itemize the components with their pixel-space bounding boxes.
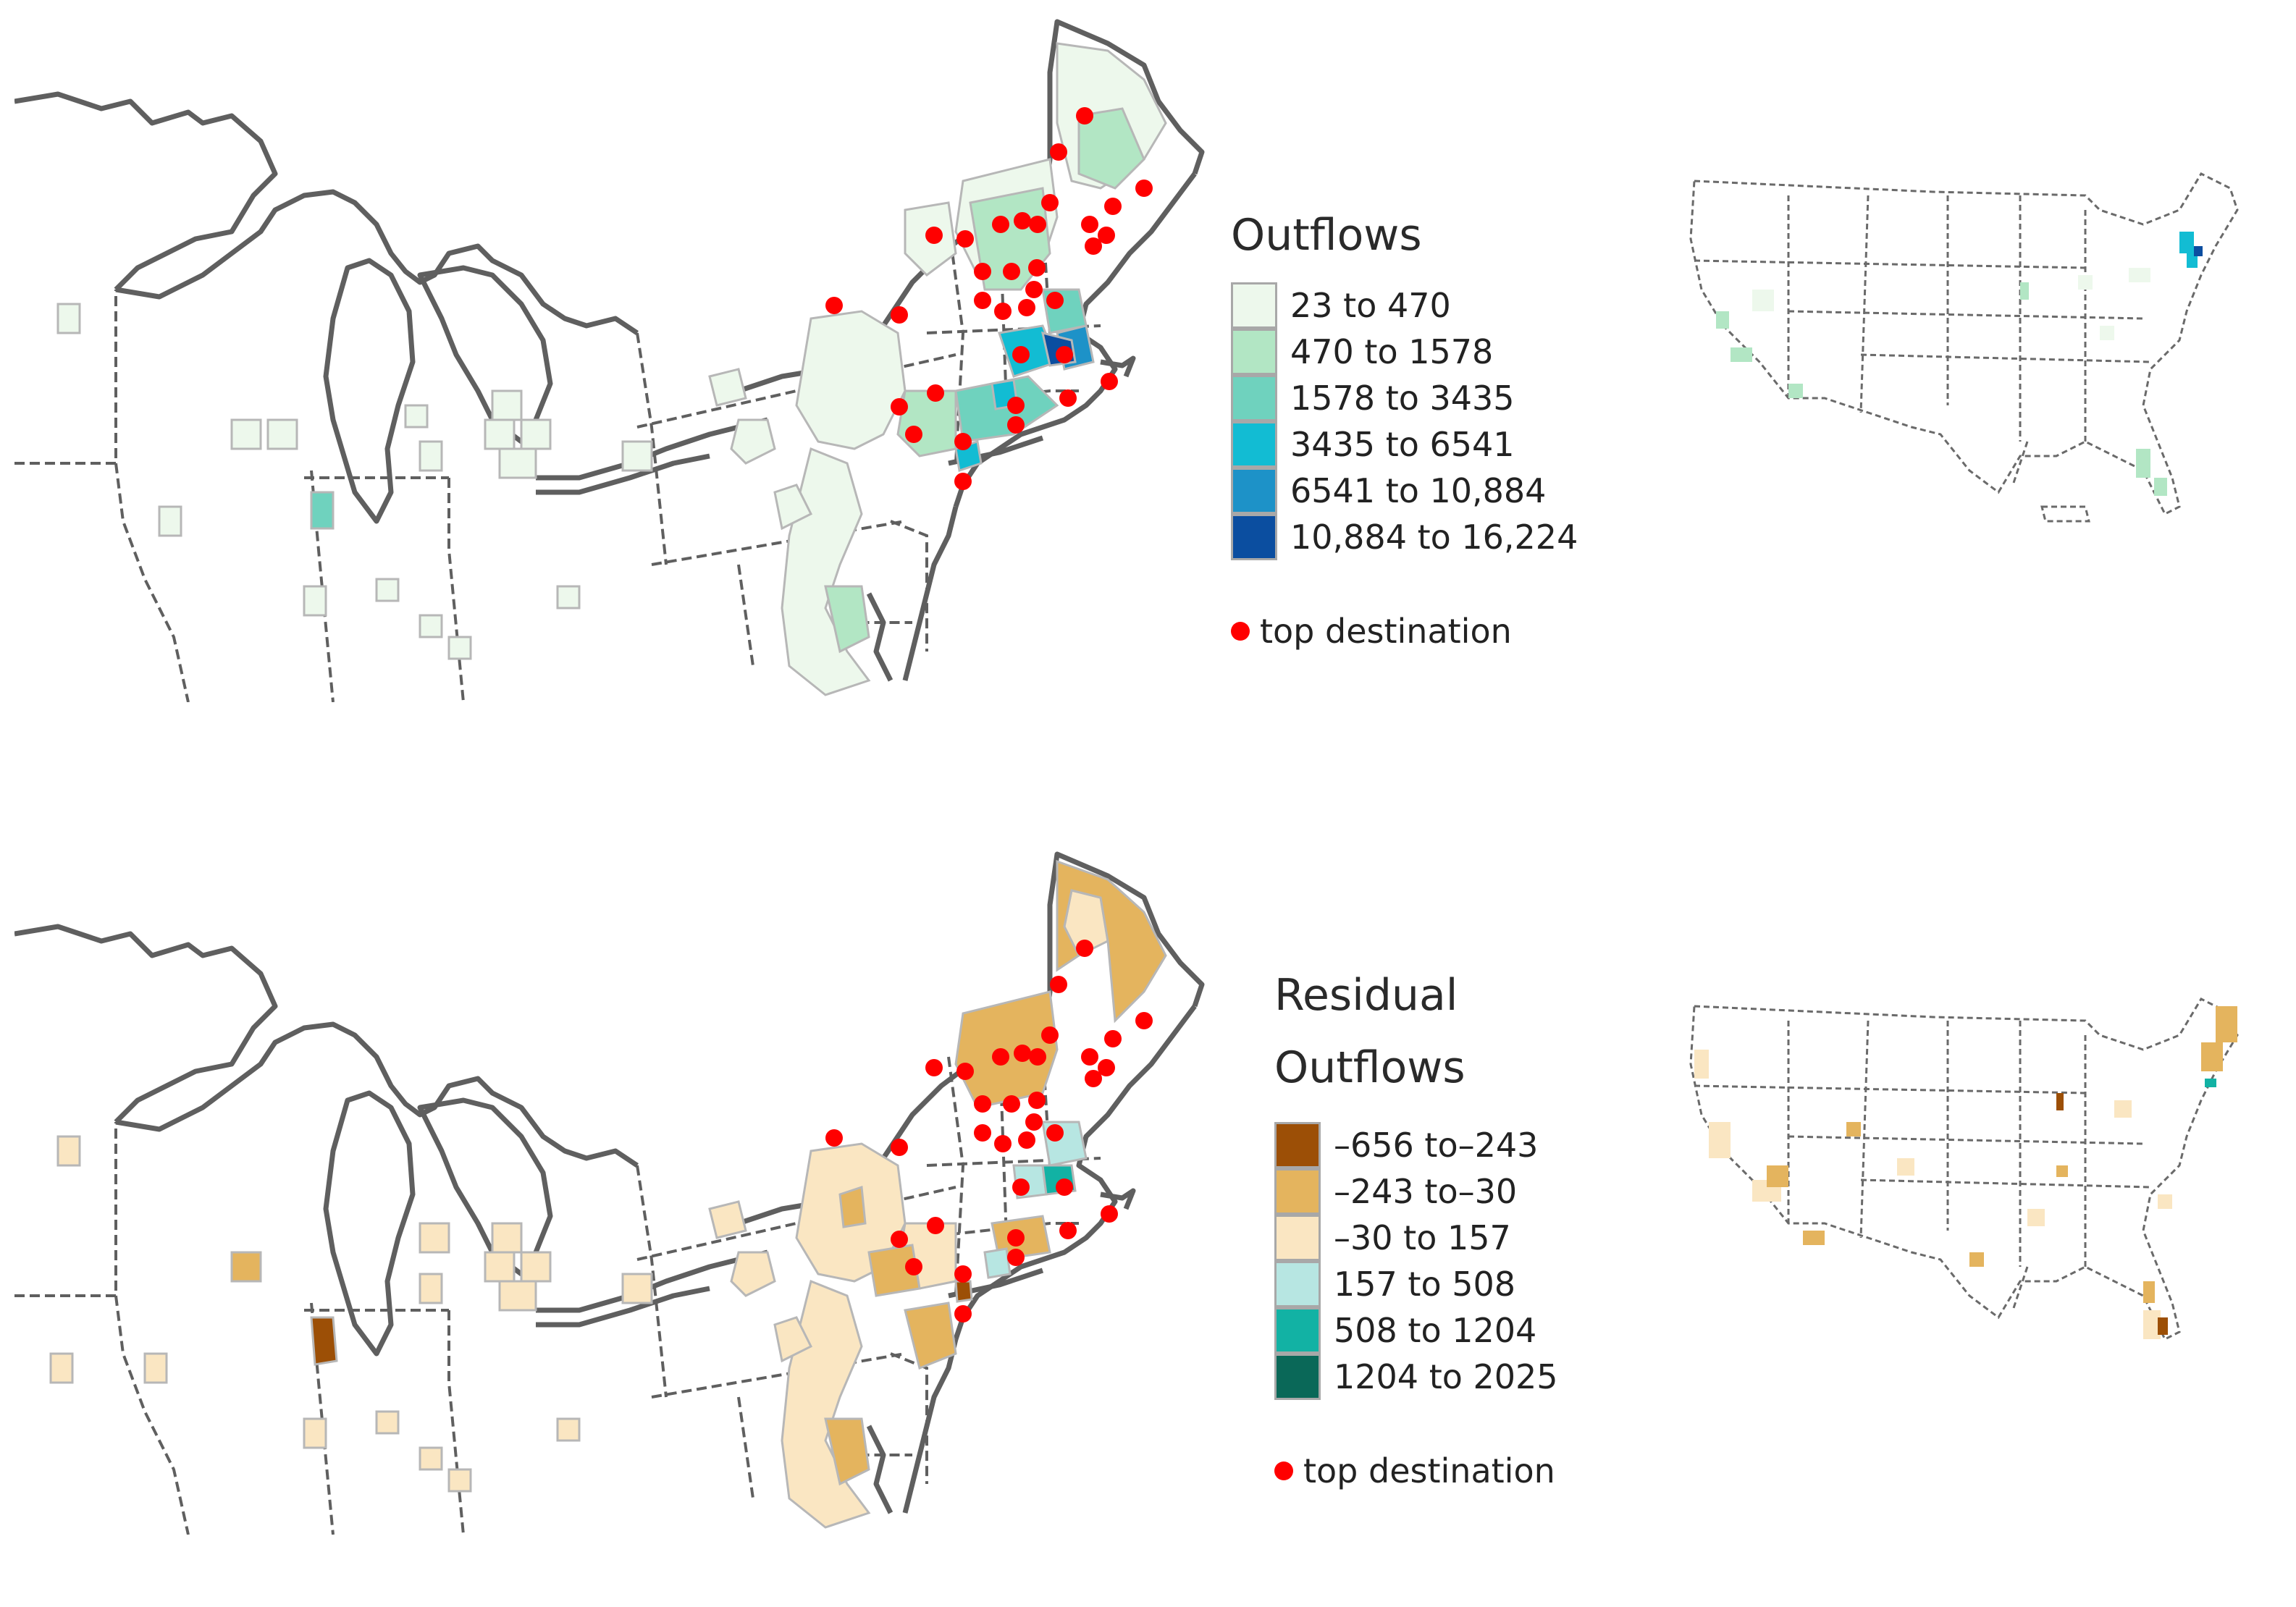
legend-label: 470 to 1578 — [1290, 332, 1494, 371]
legend-class-5: 6541 to 10,884 — [1231, 468, 1546, 514]
legend-swatch — [1274, 1261, 1321, 1307]
legend-label: 23 to 470 — [1290, 286, 1451, 325]
legend-class-2: –243 to–30 — [1274, 1168, 1517, 1215]
residual-outflows-panel: Residual Outflows –656 to–243 –243 to–30… — [0, 832, 2296, 1556]
legend-swatch — [1231, 375, 1277, 421]
legend-class-6: 10,884 to 16,224 — [1231, 514, 1578, 560]
legend-swatch — [1274, 1307, 1321, 1354]
legend-label: 6541 to 10,884 — [1290, 471, 1547, 510]
outflows-regional-map — [14, 19, 1205, 702]
legend-class-4: 157 to 508 — [1274, 1261, 1515, 1307]
legend-class-2: 470 to 1578 — [1231, 329, 1493, 375]
legend-label: –30 to 157 — [1334, 1218, 1511, 1257]
legend-swatch — [1274, 1168, 1321, 1215]
legend-swatch — [1231, 329, 1277, 375]
legend-swatch — [1274, 1122, 1321, 1168]
outflows-us-inset-map — [1689, 172, 2239, 523]
residual-outflows-legend: Residual Outflows –656 to–243 –243 to–30… — [1274, 970, 1636, 1607]
legend-swatch — [1231, 468, 1277, 514]
legend-label: 157 to 508 — [1334, 1265, 1516, 1304]
legend-class-3: –30 to 157 — [1274, 1215, 1511, 1261]
legend-label: 3435 to 6541 — [1290, 425, 1515, 464]
legend-class-5: 508 to 1204 — [1274, 1307, 1536, 1354]
legend-swatch — [1231, 514, 1277, 560]
legend-title-line-1: Residual — [1274, 970, 1458, 1021]
legend-label: –656 to–243 — [1334, 1126, 1539, 1165]
legend-title: Outflows — [1231, 210, 1422, 261]
top-destination-label: top destination — [1260, 612, 1512, 651]
legend-class-1: 23 to 470 — [1231, 282, 1451, 329]
red-dot-icon — [1231, 622, 1250, 641]
outflows-panel: Outflows 23 to 470 470 to 1578 1578 to 3… — [0, 0, 2296, 724]
top-destination-label: top destination — [1303, 1451, 1555, 1490]
legend-label: –243 to–30 — [1334, 1172, 1518, 1211]
legend-label: 1204 to 2025 — [1334, 1357, 1558, 1396]
red-dot-icon — [1274, 1462, 1293, 1480]
legend-class-1: –656 to–243 — [1274, 1122, 1538, 1168]
residual-us-inset-map — [1689, 997, 2239, 1341]
legend-swatch — [1274, 1215, 1321, 1261]
residual-regional-map — [14, 851, 1205, 1535]
top-destination-legend: top destination — [1231, 612, 1512, 651]
legend-label: 10,884 to 16,224 — [1290, 518, 1578, 557]
legend-swatch — [1231, 282, 1277, 329]
legend-swatch — [1274, 1354, 1321, 1400]
outflows-legend: Outflows 23 to 470 470 to 1578 1578 to 3… — [1231, 210, 1593, 673]
legend-swatch — [1231, 421, 1277, 468]
legend-label: 508 to 1204 — [1334, 1311, 1537, 1350]
legend-class-3: 1578 to 3435 — [1231, 375, 1515, 421]
legend-class-6: 1204 to 2025 — [1274, 1354, 1558, 1400]
legend-class-4: 3435 to 6541 — [1231, 421, 1515, 468]
legend-label: 1578 to 3435 — [1290, 379, 1515, 418]
top-destination-legend: top destination — [1274, 1451, 1555, 1490]
legend-title-line-2: Outflows — [1274, 1042, 1466, 1093]
